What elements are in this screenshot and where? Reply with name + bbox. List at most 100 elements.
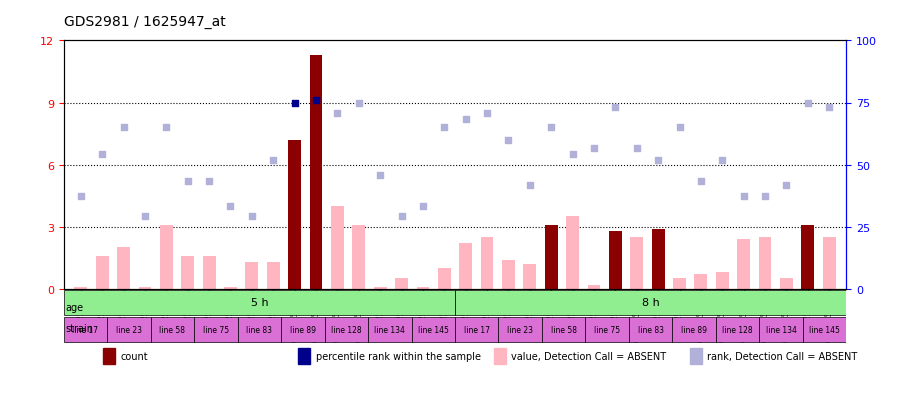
Bar: [631, 237, 643, 289]
Bar: [542, 318, 585, 342]
Text: line 17: line 17: [73, 325, 98, 335]
Bar: [588, 285, 601, 289]
Bar: [585, 318, 629, 342]
Text: line 134: line 134: [374, 325, 405, 335]
Point: [202, 178, 217, 185]
Bar: [194, 318, 238, 342]
Bar: [759, 318, 803, 342]
Point: [693, 178, 708, 185]
Bar: [107, 318, 151, 342]
Bar: [117, 248, 130, 289]
Bar: [566, 217, 579, 289]
Text: count: count: [120, 351, 147, 361]
Text: line 128: line 128: [331, 325, 361, 335]
Bar: [780, 279, 793, 289]
Bar: [499, 318, 542, 342]
Bar: [246, 262, 258, 289]
Point: [116, 125, 131, 131]
Text: line 75: line 75: [203, 325, 229, 335]
Text: line 145: line 145: [809, 325, 840, 335]
Text: line 58: line 58: [551, 325, 577, 335]
Point: [373, 172, 388, 179]
Text: line 145: line 145: [418, 325, 449, 335]
Point: [544, 125, 559, 131]
Bar: [224, 287, 237, 289]
Bar: [181, 256, 194, 289]
Bar: [238, 318, 281, 342]
Bar: [417, 287, 430, 289]
Bar: [411, 318, 455, 342]
Text: line 128: line 128: [723, 325, 753, 335]
Bar: [523, 264, 536, 289]
Bar: [737, 240, 750, 289]
Bar: [438, 268, 450, 289]
Point: [480, 110, 494, 117]
Bar: [96, 256, 108, 289]
Text: line 89: line 89: [289, 325, 316, 335]
Text: line 23: line 23: [507, 325, 533, 335]
Text: GDS2981 / 1625947_at: GDS2981 / 1625947_at: [64, 15, 226, 29]
Bar: [160, 225, 173, 289]
Text: line 23: line 23: [116, 325, 142, 335]
Point: [394, 214, 409, 220]
Point: [266, 158, 280, 164]
Point: [672, 125, 687, 131]
Bar: [460, 244, 472, 289]
Bar: [138, 287, 151, 289]
Point: [779, 183, 794, 189]
Bar: [759, 237, 772, 289]
Point: [137, 214, 152, 220]
Point: [715, 158, 730, 164]
Bar: [802, 225, 814, 289]
Point: [587, 145, 602, 152]
Bar: [203, 256, 216, 289]
Point: [801, 100, 815, 107]
Point: [308, 98, 323, 104]
Bar: [690, 348, 702, 364]
Text: line 134: line 134: [765, 325, 796, 335]
Bar: [455, 318, 499, 342]
Point: [95, 152, 109, 158]
Bar: [309, 56, 322, 289]
Bar: [267, 262, 279, 289]
Point: [223, 203, 238, 210]
Text: line 58: line 58: [159, 325, 186, 335]
Bar: [298, 348, 310, 364]
Bar: [325, 318, 368, 342]
Point: [736, 193, 751, 199]
Bar: [480, 237, 493, 289]
Text: line 83: line 83: [638, 325, 663, 335]
Bar: [694, 275, 707, 289]
Point: [288, 100, 302, 107]
Point: [565, 152, 580, 158]
Point: [608, 104, 622, 111]
Text: 8 h: 8 h: [642, 298, 660, 308]
Point: [330, 110, 345, 117]
Bar: [716, 273, 729, 289]
Bar: [395, 279, 408, 289]
Bar: [629, 318, 672, 342]
Text: age: age: [66, 303, 84, 313]
Text: rank, Detection Call = ABSENT: rank, Detection Call = ABSENT: [707, 351, 857, 361]
Bar: [545, 225, 558, 289]
Point: [437, 125, 451, 131]
Text: value, Detection Call = ABSENT: value, Detection Call = ABSENT: [511, 351, 666, 361]
Bar: [331, 206, 344, 289]
Text: percentile rank within the sample: percentile rank within the sample: [316, 351, 480, 361]
Point: [630, 145, 644, 152]
Point: [822, 104, 836, 111]
Point: [522, 183, 537, 189]
Bar: [455, 290, 846, 315]
Text: 5 h: 5 h: [250, 298, 268, 308]
Text: strain: strain: [66, 323, 94, 333]
Text: line 89: line 89: [681, 325, 707, 335]
Text: line 75: line 75: [594, 325, 621, 335]
Bar: [368, 318, 411, 342]
Bar: [75, 287, 87, 289]
Bar: [64, 318, 107, 342]
Bar: [803, 318, 846, 342]
Bar: [609, 231, 622, 289]
Bar: [716, 318, 759, 342]
Point: [501, 137, 516, 144]
Point: [74, 193, 88, 199]
